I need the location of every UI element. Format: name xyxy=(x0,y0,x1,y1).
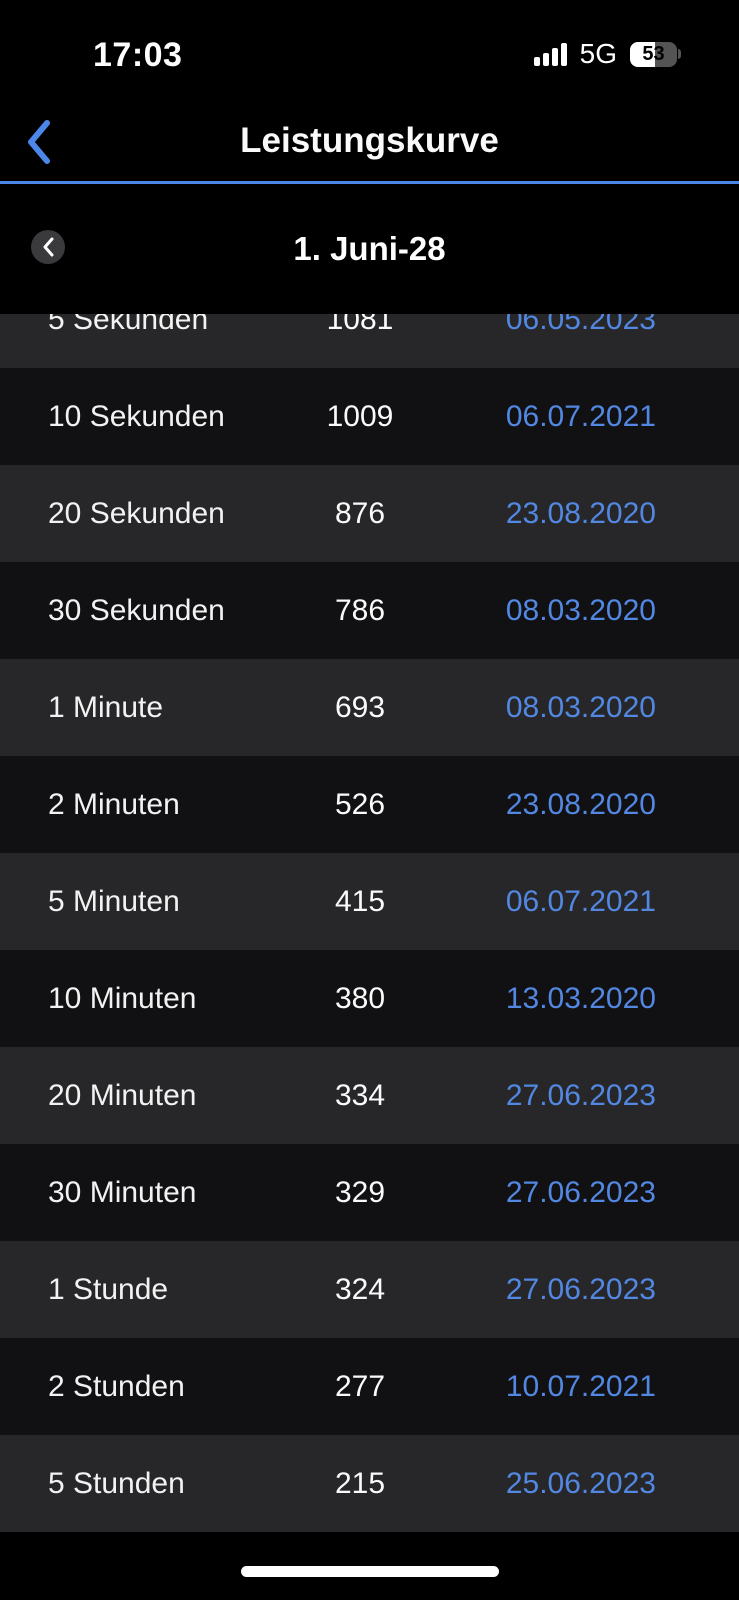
previous-period-button[interactable] xyxy=(31,230,65,264)
period-title: 1. Juni-28 xyxy=(293,230,446,267)
record-date-link[interactable]: 10.07.2021 xyxy=(505,1369,656,1403)
power-value: 415 xyxy=(334,884,386,918)
record-date-link[interactable]: 23.08.2020 xyxy=(505,787,656,821)
table-row[interactable]: 5 Sekunden 1081 06.05.2023 xyxy=(0,314,739,368)
duration-label: 2 Minuten xyxy=(48,787,180,821)
record-date-link[interactable]: 13.03.2020 xyxy=(505,981,656,1015)
table-row[interactable]: 2 Minuten 526 23.08.2020 xyxy=(0,756,739,853)
duration-label: 5 Sekunden xyxy=(48,314,209,336)
duration-label: 5 Minuten xyxy=(48,884,180,918)
record-date-link[interactable]: 25.06.2023 xyxy=(505,1466,656,1500)
record-date-link[interactable]: 27.06.2023 xyxy=(505,1272,656,1306)
network-type-label: 5G xyxy=(579,38,617,69)
power-value: 1009 xyxy=(326,399,394,433)
home-indicator[interactable] xyxy=(240,1566,499,1577)
power-value: 526 xyxy=(334,787,386,821)
table-row[interactable]: 1 Minute 693 08.03.2020 xyxy=(0,659,739,756)
record-date-link[interactable]: 06.05.2023 xyxy=(505,314,656,336)
table-row[interactable]: 1 Stunde 324 27.06.2023 xyxy=(0,1241,739,1338)
status-time: 17:03 xyxy=(93,36,183,74)
power-value: 277 xyxy=(334,1369,386,1403)
battery-icon: 53 xyxy=(630,41,681,67)
record-date-link[interactable]: 27.06.2023 xyxy=(505,1175,656,1209)
power-value: 334 xyxy=(334,1078,386,1112)
duration-label: 1 Stunde xyxy=(48,1272,169,1306)
back-button[interactable] xyxy=(12,114,64,170)
record-date-link[interactable]: 23.08.2020 xyxy=(505,496,656,530)
cellular-signal-icon xyxy=(533,42,567,66)
power-value: 215 xyxy=(334,1466,386,1500)
table-row[interactable]: 10 Minuten 380 13.03.2020 xyxy=(0,950,739,1047)
power-value: 693 xyxy=(334,690,386,724)
nav-bar: Leistungskurve xyxy=(0,100,739,184)
table-row[interactable]: 30 Minuten 329 27.06.2023 xyxy=(0,1144,739,1241)
chevron-left-icon xyxy=(42,237,54,257)
table-row[interactable]: 30 Sekunden 786 08.03.2020 xyxy=(0,562,739,659)
duration-label: 10 Sekunden xyxy=(48,399,225,433)
power-value: 876 xyxy=(334,496,386,530)
page-title: Leistungskurve xyxy=(240,120,499,160)
record-date-link[interactable]: 08.03.2020 xyxy=(505,690,656,724)
period-header: 1. Juni-28 xyxy=(0,184,739,314)
power-value: 786 xyxy=(334,593,386,627)
table-row[interactable]: 5 Minuten 415 06.07.2021 xyxy=(0,853,739,950)
duration-label: 30 Sekunden xyxy=(48,593,225,627)
duration-label: 20 Sekunden xyxy=(48,496,225,530)
duration-label: 1 Minute xyxy=(48,690,164,724)
table-row[interactable]: 20 Sekunden 876 23.08.2020 xyxy=(0,465,739,562)
table-row[interactable]: 2 Stunden 277 10.07.2021 xyxy=(0,1338,739,1435)
power-value: 1081 xyxy=(326,314,394,336)
duration-label: 5 Stunden xyxy=(48,1466,185,1500)
power-value: 380 xyxy=(334,981,386,1015)
power-value: 329 xyxy=(334,1175,386,1209)
power-curve-table: 5 Sekunden 1081 06.05.2023 10 Sekunden 1… xyxy=(0,314,739,1533)
power-value: 324 xyxy=(334,1272,386,1306)
record-date-link[interactable]: 08.03.2020 xyxy=(505,593,656,627)
battery-percent-label: 53 xyxy=(642,42,665,65)
status-bar: 17:03 5G 53 xyxy=(0,0,739,100)
battery-fill xyxy=(630,41,655,67)
battery-cap xyxy=(678,49,681,59)
duration-label: 30 Minuten xyxy=(48,1175,197,1209)
duration-label: 2 Stunden xyxy=(48,1369,185,1403)
table-row[interactable]: 5 Stunden 215 25.06.2023 xyxy=(0,1435,739,1532)
table-row[interactable]: 10 Sekunden 1009 06.07.2021 xyxy=(0,368,739,465)
record-date-link[interactable]: 06.07.2021 xyxy=(505,884,656,918)
status-right-cluster: 5G 53 xyxy=(533,36,681,72)
chevron-left-icon xyxy=(24,118,52,166)
record-date-link[interactable]: 27.06.2023 xyxy=(505,1078,656,1112)
record-date-link[interactable]: 06.07.2021 xyxy=(505,399,656,433)
duration-label: 10 Minuten xyxy=(48,981,197,1015)
duration-label: 20 Minuten xyxy=(48,1078,197,1112)
battery-body: 53 xyxy=(630,41,677,67)
table-row[interactable]: 20 Minuten 334 27.06.2023 xyxy=(0,1047,739,1144)
